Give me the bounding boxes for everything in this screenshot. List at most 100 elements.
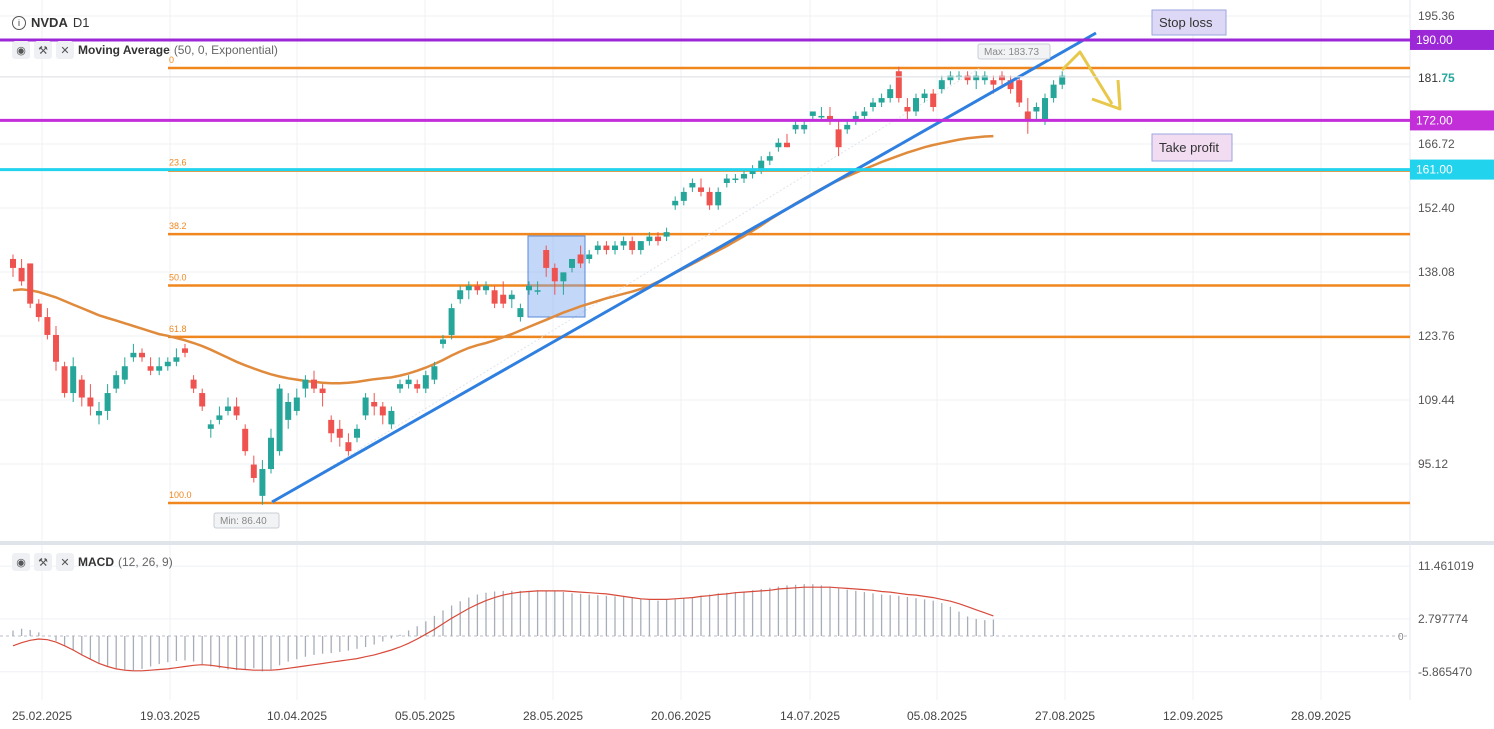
candle-body [371, 401, 378, 407]
macd-gridlines [0, 565, 1410, 673]
candle-body [1024, 111, 1031, 121]
timeframe[interactable]: D1 [72, 15, 90, 30]
take-profit-label[interactable]: Take profit [1151, 133, 1233, 162]
macd-signal-line [12, 586, 994, 672]
candle-body [569, 258, 575, 268]
candle [199, 388, 206, 411]
candle-body [981, 75, 988, 81]
candle-body [689, 182, 696, 188]
candle-body [809, 111, 816, 116]
candle [319, 384, 326, 407]
date-axis-label: 14.07.2025 [780, 709, 840, 723]
candle [302, 375, 309, 398]
candle [930, 89, 937, 112]
date-axis[interactable]: 25.02.2025 19.03.2025 10.04.2025 05.05.2025… [12, 709, 1351, 723]
candle-body [895, 71, 902, 99]
date-axis-label: 27.08.2025 [1035, 709, 1095, 723]
candle [474, 281, 481, 295]
close-icon[interactable]: ✕ [56, 41, 74, 59]
symbol-header: i NVDA D1 [12, 15, 89, 30]
candle-body [216, 415, 223, 420]
candle-body [758, 160, 765, 170]
candle-body [913, 98, 919, 112]
candle [250, 455, 257, 483]
candle [483, 281, 489, 295]
candle [311, 370, 317, 394]
candle [440, 334, 446, 349]
fib-level-label: 38.2 [169, 221, 187, 231]
candle-body [732, 178, 739, 181]
candle-body [474, 285, 481, 291]
candle [766, 151, 773, 166]
candle-body [835, 129, 842, 148]
macd-axis-label: 2.797774 [1418, 612, 1468, 626]
main-indicator-header: ◉ ⚒ ✕ Moving Average (50, 0, Exponential… [12, 41, 278, 59]
info-icon[interactable]: i [12, 15, 26, 30]
candle-body [397, 384, 403, 389]
candle [637, 241, 644, 255]
candle-body [311, 379, 317, 389]
price-axis[interactable]: 195.36 166.72 152.40 138.08 123.76 109.44 95.1… [0, 9, 1455, 471]
candle-body [345, 442, 352, 452]
candle-body [225, 406, 231, 411]
price-level-tag [1410, 29, 1494, 50]
fib-level-label: 61.8 [169, 324, 187, 334]
symbol-name: NVDA [31, 15, 68, 30]
candle-body [293, 397, 300, 411]
candle-body [930, 93, 937, 108]
candle-body [147, 366, 154, 371]
candle-body [27, 263, 34, 304]
candle [397, 379, 403, 394]
candle-body [723, 178, 730, 183]
price-level-tag [1410, 110, 1494, 131]
candle [354, 424, 360, 443]
candle-body [61, 366, 68, 394]
candle-body [285, 401, 292, 420]
candle [1007, 75, 1014, 94]
candle-body [655, 236, 661, 242]
candle-body [414, 384, 421, 389]
candle [207, 419, 214, 438]
candle [371, 393, 378, 416]
candle-body [706, 191, 713, 206]
price-axis-label: 109.44 [1418, 393, 1455, 407]
trend-line [271, 31, 1097, 504]
wrench-icon[interactable]: ⚒ [34, 553, 52, 571]
candle [362, 393, 369, 420]
candle [534, 281, 541, 295]
stop-loss-label[interactable]: Stop loss [1151, 9, 1227, 36]
candle [336, 419, 343, 447]
close-icon[interactable]: ✕ [56, 553, 74, 571]
candle-body [672, 200, 679, 206]
candle [870, 98, 876, 112]
wrench-icon[interactable]: ⚒ [34, 41, 52, 59]
eye-icon[interactable]: ◉ [12, 41, 30, 59]
candle-body [637, 241, 644, 251]
candle-body [784, 142, 790, 148]
eye-icon[interactable]: ◉ [12, 553, 30, 571]
fib-level-label: 50.0 [169, 272, 187, 282]
candle-body [276, 388, 283, 452]
candle-body [1059, 75, 1066, 85]
candle-body [990, 80, 997, 85]
candle [749, 165, 756, 179]
candle-body [1016, 80, 1023, 103]
candle [844, 120, 851, 134]
max-label-text: Max: 183.73 [984, 47, 1039, 58]
candle [18, 258, 25, 286]
candle [1059, 71, 1066, 90]
candle [732, 174, 739, 183]
candle [182, 343, 188, 358]
candle [448, 303, 455, 340]
candle [594, 241, 601, 255]
candle [818, 107, 825, 121]
min-label: Min: 86.40 [213, 512, 280, 529]
fib-level-label: 0 [169, 55, 174, 65]
candle [465, 281, 472, 300]
price-axis-label: 166.72 [1418, 137, 1455, 151]
candle [586, 250, 593, 264]
candle [285, 393, 292, 429]
candle [242, 424, 249, 456]
candle-body [526, 285, 532, 291]
